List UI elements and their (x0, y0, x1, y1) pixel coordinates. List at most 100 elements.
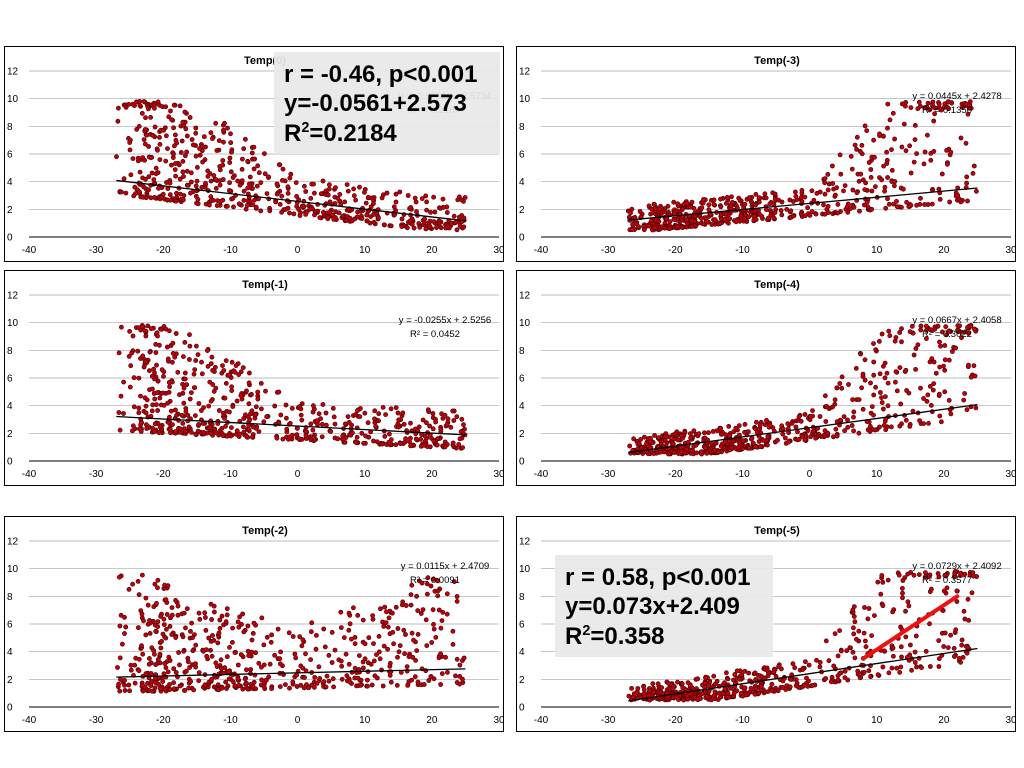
scatter-point (192, 385, 198, 390)
scatter-point (420, 607, 426, 612)
scatter-point (675, 679, 680, 685)
scatter-point (218, 665, 224, 671)
scatter-point (250, 424, 256, 430)
scatter-point (450, 408, 456, 414)
scatter-point (955, 192, 961, 198)
scatter-point (169, 162, 174, 168)
scatter-point (970, 570, 976, 575)
scatter-point (379, 195, 385, 201)
scatter-point (163, 665, 169, 671)
scatter-point (313, 646, 319, 652)
y-tick-label: 0 (519, 457, 525, 468)
stats-callout-temp-5: r = 0.58, p<0.001 y=0.073x+2.409 R2=0.35… (555, 555, 773, 657)
scatter-point (883, 205, 889, 211)
scatter-point (191, 371, 197, 377)
scatter-point (304, 209, 310, 215)
scatter-point (188, 170, 194, 176)
scatter-point (155, 657, 161, 662)
scatter-point (155, 624, 161, 630)
scatter-point (389, 610, 395, 616)
scatter-point (403, 603, 409, 608)
scatter-point (453, 219, 459, 225)
scatter-point (355, 408, 360, 413)
x-tick-label: 30 (1005, 469, 1015, 480)
scatter-point (294, 432, 300, 438)
scatter-point (140, 353, 146, 359)
scatter-point (167, 426, 173, 432)
scatter-point (290, 679, 296, 685)
scatter-point (121, 176, 127, 182)
scatter-point (838, 670, 844, 676)
scatter-point (939, 329, 945, 335)
scatter-point (131, 404, 137, 410)
scatter-point (171, 102, 177, 108)
scatter-point (712, 689, 718, 695)
scatter-point (938, 419, 944, 425)
scatter-point (255, 389, 261, 395)
scatter-point (882, 394, 888, 399)
chart-title: Temp(-3) (754, 55, 800, 67)
scatter-point (722, 216, 728, 222)
scatter-point (899, 144, 905, 150)
scatter-point (318, 191, 324, 197)
scatter-point (679, 224, 685, 230)
scatter-point (177, 176, 183, 182)
scatter-point (710, 428, 716, 434)
scatter-point (155, 147, 160, 153)
scatter-point (136, 668, 142, 674)
scatter-point (247, 174, 253, 180)
scatter-point (399, 224, 405, 229)
scatter-point (788, 676, 794, 682)
scatter-point (406, 679, 412, 684)
scatter-point (898, 401, 904, 407)
scatter-point (311, 181, 316, 187)
scatter-point (841, 188, 846, 194)
scatter-point (691, 428, 697, 434)
scatter-point (236, 624, 242, 630)
scatter-point (181, 648, 187, 654)
y-tick-label: 0 (519, 703, 525, 714)
scatter-point (742, 429, 747, 435)
scatter-point (276, 162, 282, 168)
scatter-point (866, 606, 872, 611)
scatter-point (424, 591, 430, 597)
scatter-point (871, 392, 877, 398)
scatter-point (223, 358, 229, 363)
scatter-point (183, 668, 189, 674)
scatter-point (745, 429, 751, 435)
scatter-point (277, 201, 283, 207)
scatter-point (297, 634, 303, 640)
scatter-point (736, 440, 742, 445)
scatter-point (962, 616, 968, 622)
scatter-point (880, 363, 886, 369)
scatter-point (167, 686, 173, 692)
scatter-point (822, 180, 828, 186)
scatter-point (880, 664, 886, 670)
scatter-point (730, 438, 736, 444)
scatter-point (167, 658, 173, 663)
scatter-point (857, 149, 863, 154)
scatter-point (251, 144, 257, 150)
scatter-point (365, 194, 371, 200)
scatter-point (136, 375, 142, 381)
scatter-point (189, 620, 194, 626)
scatter-point (148, 195, 154, 201)
trend-line (628, 647, 978, 702)
scatter-point (274, 435, 280, 441)
scatter-point (320, 402, 326, 407)
scatter-point (823, 676, 828, 681)
scatter-point (966, 102, 972, 108)
scatter-point (262, 171, 268, 177)
scatter-point (127, 384, 133, 390)
scatter-point (220, 433, 226, 438)
scatter-point (226, 676, 232, 682)
scatter-point (249, 637, 255, 643)
scatter-point (214, 148, 220, 153)
scatter-point (229, 359, 235, 365)
scatter-point (700, 221, 706, 227)
scatter-point (183, 625, 188, 631)
trend-line (116, 179, 466, 222)
scatter-point (277, 656, 283, 662)
scatter-point (181, 174, 186, 179)
scatter-point (208, 398, 214, 404)
